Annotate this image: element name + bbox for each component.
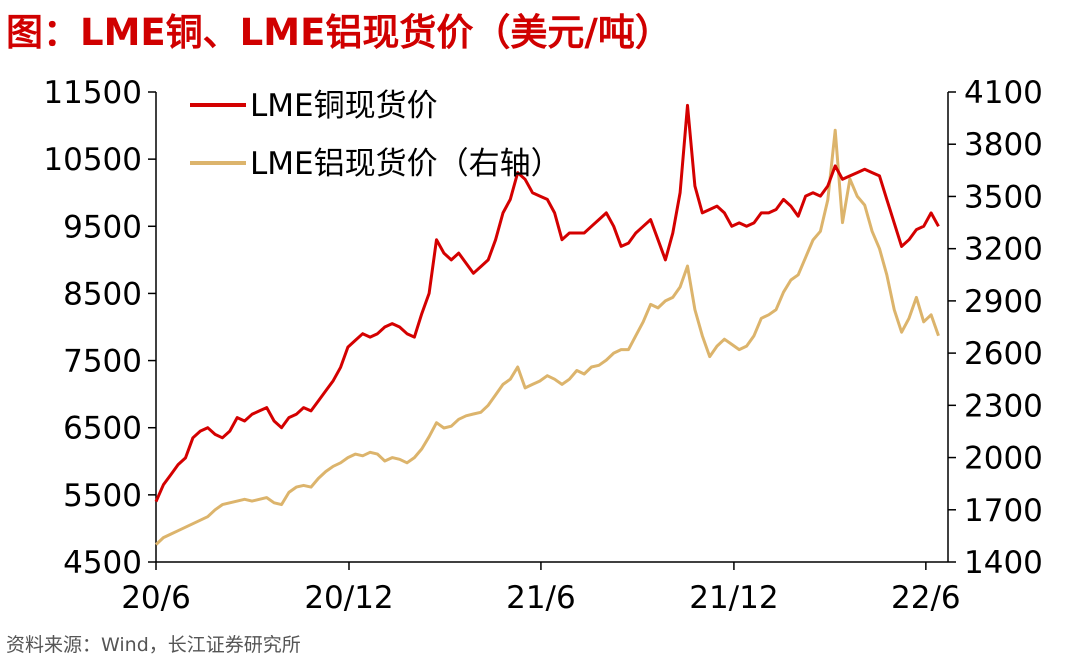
x-tick-label: 20/6	[121, 580, 191, 616]
left-tick-label: 11500	[43, 75, 142, 111]
right-tick-label: 2900	[964, 284, 1043, 320]
axes-group: 4500 5500 6500 7500 8500 9500 10500 11500 1400 17…	[43, 75, 1043, 616]
right-tick-label: 2600	[964, 336, 1043, 372]
aluminum-price-line	[154, 128, 940, 546]
right-tick-label: 3800	[964, 127, 1043, 163]
x-tick-label: 21/6	[506, 580, 576, 616]
source-note: 资料来源：Wind，长江证券研究所	[6, 634, 301, 656]
right-tick-label: 4100	[964, 75, 1043, 111]
right-tick-label: 1700	[964, 493, 1043, 529]
right-tick-label: 3200	[964, 232, 1043, 268]
right-tick-label: 1400	[964, 545, 1043, 581]
chart-title: 图：LME铜、LME铝现货价（美元/吨）	[6, 11, 672, 54]
left-tick-label: 4500	[63, 545, 142, 581]
legend-aluminum-label: LME铝现货价（右轴）	[250, 146, 562, 182]
right-tick-label: 2300	[964, 388, 1043, 424]
right-tick-label: 2000	[964, 441, 1043, 477]
left-tick-label: 6500	[63, 411, 142, 447]
right-tick-label: 3500	[964, 179, 1043, 215]
left-tick-label: 8500	[63, 276, 142, 312]
series-group	[154, 103, 940, 546]
left-tick-label: 7500	[63, 344, 142, 380]
left-tick-label: 5500	[63, 478, 142, 514]
x-tick-label: 20/12	[304, 580, 393, 616]
left-tick-label: 10500	[43, 142, 142, 178]
legend: LME铜现货价 LME铝现货价（右轴）	[190, 88, 562, 182]
copper-price-line	[154, 103, 940, 503]
legend-copper-label: LME铜现货价	[250, 88, 438, 124]
chart-area: 4500 5500 6500 7500 8500 9500 10500 11500 1400 17…	[43, 75, 1043, 616]
left-tick-label: 9500	[63, 209, 142, 245]
x-tick-label: 21/12	[689, 580, 778, 616]
x-tick-label: 22/6	[891, 580, 961, 616]
